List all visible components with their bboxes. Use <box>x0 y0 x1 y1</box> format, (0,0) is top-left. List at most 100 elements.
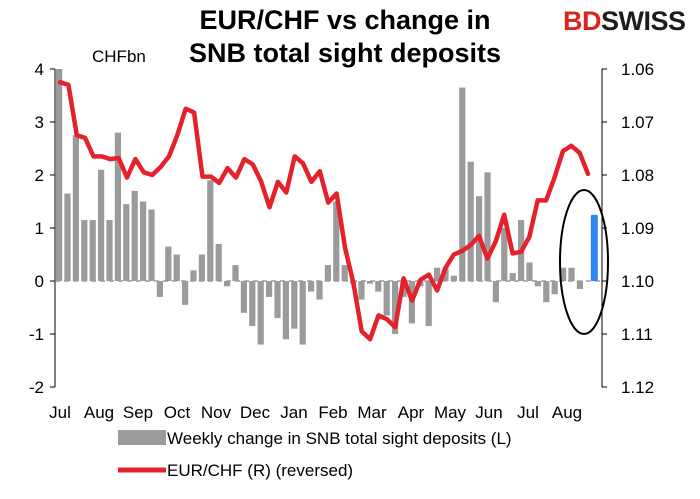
bar <box>333 201 340 281</box>
highlight-bar <box>590 214 598 281</box>
legend-bar-swatch <box>118 430 166 445</box>
brand-logo-part2: SWISS <box>601 6 686 36</box>
bar <box>64 193 71 281</box>
bar <box>148 209 155 281</box>
right-tick-label: 1.07 <box>621 113 654 132</box>
x-tick-label: Jun <box>475 403 502 422</box>
bar <box>198 254 205 281</box>
bar <box>316 281 323 300</box>
x-tick-label: Apr <box>398 403 425 422</box>
bar <box>484 172 491 281</box>
annotations <box>559 189 609 335</box>
right-tick-label: 1.09 <box>621 219 654 238</box>
bar-series <box>56 69 583 345</box>
bar <box>232 265 239 281</box>
bar <box>182 281 189 305</box>
legend-line-label: EUR/CHF (R) (reversed) <box>167 461 353 480</box>
bar <box>543 281 550 303</box>
right-tick-label: 1.10 <box>621 272 654 291</box>
chart-title: EUR/CHF vs change in SNB total sight dep… <box>130 4 560 70</box>
bar <box>56 69 63 281</box>
x-tick-label: Dec <box>240 403 271 422</box>
x-tick-label: Feb <box>318 403 347 422</box>
bar <box>425 281 432 327</box>
unit-label: CHFbn <box>92 47 146 66</box>
bar <box>123 204 130 281</box>
axis-labels: 4 3 2 1 0 -1 -2 1.06 1.07 1.08 1.09 1.10 1.11 1.12 CHF… <box>29 47 654 422</box>
bar <box>576 281 583 289</box>
bar <box>560 267 567 281</box>
left-tick-label: -2 <box>29 378 44 397</box>
brand-logo: BDSWISS <box>563 6 686 37</box>
bar <box>492 281 499 303</box>
bar <box>366 281 373 284</box>
bar <box>324 265 331 281</box>
left-tick-label: 2 <box>35 166 44 185</box>
bar <box>526 262 533 281</box>
bar <box>266 281 273 297</box>
right-tick-label: 1.11 <box>621 325 653 344</box>
chart-title-line1: EUR/CHF vs change in <box>199 5 491 35</box>
bar <box>501 228 508 281</box>
bar <box>551 281 558 295</box>
x-tick-label: Jul <box>517 403 539 422</box>
bar <box>375 281 382 292</box>
bar <box>568 267 575 281</box>
x-tick-label: Jan <box>280 403 307 422</box>
bar <box>249 281 256 327</box>
brand-logo-part1: BD <box>563 6 602 36</box>
bar <box>156 281 163 297</box>
bar <box>341 265 348 281</box>
left-tick-label: 3 <box>35 113 44 132</box>
x-tick-label: Sep <box>123 403 153 422</box>
left-tick-label: 0 <box>35 272 44 291</box>
bar <box>358 281 365 300</box>
x-tick-label: May <box>434 403 467 422</box>
chart-title-line2: SNB total sight deposits <box>188 38 502 68</box>
bar <box>450 275 457 281</box>
left-tick-label: 4 <box>35 60 44 79</box>
right-tick-label: 1.08 <box>621 166 654 185</box>
left-tick-label: -1 <box>29 325 44 344</box>
x-tick-label: Oct <box>164 403 191 422</box>
bar <box>392 281 399 334</box>
left-tick-label: 1 <box>35 219 44 238</box>
x-tick-label: Aug <box>552 403 582 422</box>
right-tick-label: 1.06 <box>621 60 654 79</box>
right-tick-label: 1.12 <box>621 378 654 397</box>
bar <box>459 87 466 281</box>
bar <box>207 180 214 281</box>
legend-bar-label: Weekly change in SNB total sight deposit… <box>167 429 512 448</box>
bar <box>467 161 474 281</box>
bar <box>383 281 390 316</box>
bar <box>291 281 298 329</box>
annotation-ellipse <box>559 189 609 335</box>
bar <box>509 273 516 281</box>
bar <box>308 281 315 292</box>
bar <box>72 135 79 281</box>
bar <box>190 270 197 281</box>
bar <box>240 281 247 313</box>
bar <box>165 246 172 281</box>
bar <box>131 190 138 281</box>
x-tick-label: Jul <box>49 403 71 422</box>
bar <box>89 220 96 281</box>
bar <box>442 267 449 281</box>
x-tick-label: Aug <box>84 403 114 422</box>
bar <box>224 281 231 287</box>
x-tick-label: Nov <box>201 403 232 422</box>
bar <box>140 201 147 281</box>
bar <box>274 281 281 319</box>
x-tick-label: Mar <box>357 403 387 422</box>
line-series <box>57 79 591 342</box>
bar <box>257 281 264 345</box>
bar <box>215 243 222 281</box>
bar <box>114 132 121 281</box>
bar <box>98 169 105 281</box>
bar <box>282 281 289 340</box>
bar <box>434 267 441 281</box>
bar <box>106 220 113 281</box>
bar <box>81 220 88 281</box>
bar <box>173 254 180 281</box>
